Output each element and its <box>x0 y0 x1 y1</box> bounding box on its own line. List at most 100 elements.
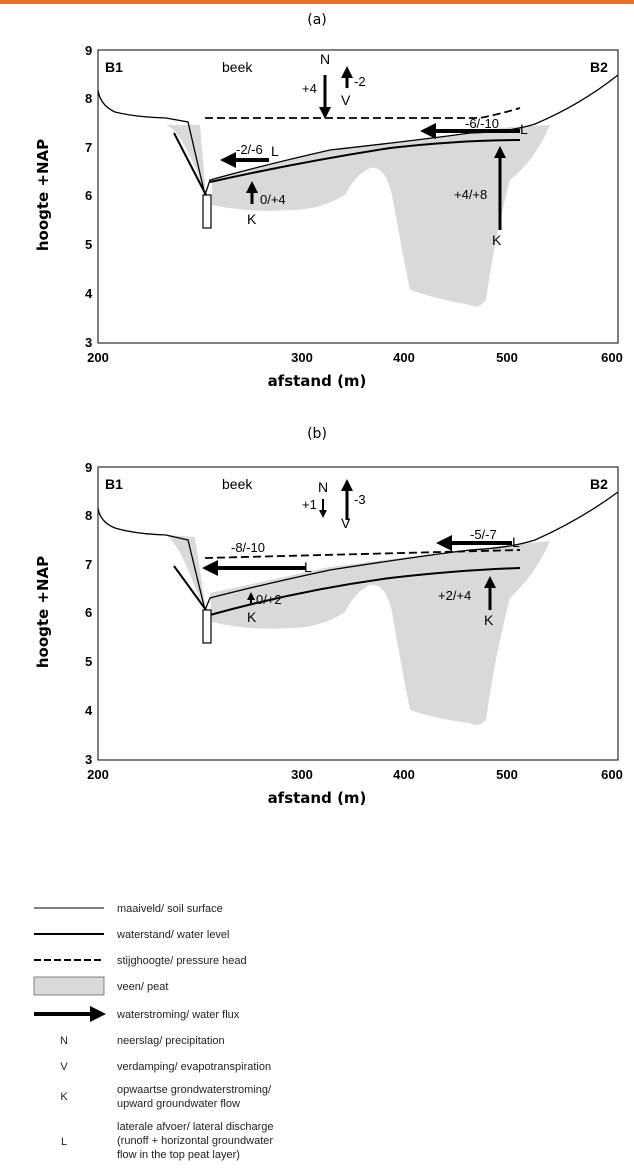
panel-a-xtick-600: 600 <box>601 350 623 365</box>
panel-b-soil-surface <box>97 491 619 613</box>
panel-a-xtick-300: 300 <box>291 350 313 365</box>
panel-b-l-right-letter: L <box>512 534 520 550</box>
panel-b-xtick-600: 600 <box>601 767 623 782</box>
panel-a-ytick-9: 9 <box>85 43 92 58</box>
panel-b-water-level <box>173 565 521 616</box>
panel-b-peat-main <box>210 541 550 725</box>
panel-a-ytick-3: 3 <box>85 335 92 350</box>
panel-b-ytick-5: 5 <box>85 654 92 669</box>
panel-b-n-letter: N <box>318 479 328 495</box>
legend-text-water-level: waterstand/ water level <box>116 929 230 941</box>
panel-a-k-right-letter: K <box>492 232 502 248</box>
panel-b-l-left-letter: L <box>304 559 312 575</box>
panel-a-ytick-4: 4 <box>85 286 93 301</box>
panel-b-x-axis-label: afstand (m) <box>268 789 367 807</box>
panel-a-peat-main <box>212 125 550 307</box>
panel-b-ytick-4: 4 <box>85 703 93 718</box>
legend-text-precipitation: neerslag/ precipitation <box>117 1035 225 1047</box>
panel-a-l-right-value: -6/-10 <box>465 116 499 131</box>
panel-b-label: (b) <box>307 426 327 442</box>
panel-a-label: (a) <box>307 12 327 28</box>
panel-a-ytick-7: 7 <box>85 140 92 155</box>
panel-b-k-left-letter: K <box>247 609 257 625</box>
panel-a-well-pipe <box>202 194 212 229</box>
panel-b-l-left-value: -8/-10 <box>231 540 265 555</box>
panel-a-ytick-8: 8 <box>85 91 92 106</box>
panel-a-x-axis-label: afstand (m) <box>268 372 367 390</box>
panel-b-y-ticks: 9 8 7 6 5 4 3 <box>85 460 93 767</box>
panel-a-ytick-5: 5 <box>85 237 92 252</box>
panel-b-xtick-200: 200 <box>87 767 109 782</box>
legend-text-soil-surface: maaiveld/ soil surface <box>117 903 223 915</box>
panel-b-ytick-6: 6 <box>85 605 92 620</box>
panel-a-xtick-500: 500 <box>496 350 518 365</box>
panel-a-n-letter: N <box>320 51 330 67</box>
panel-b: B1 B2 beek N +1 -3 V -5/-7 L -8/-10 L 0/… <box>34 460 623 807</box>
panel-a-xtick-400: 400 <box>393 350 415 365</box>
legend-text-water-flux: waterstroming/ water flux <box>116 1009 240 1021</box>
panel-a-xtick-200: 200 <box>87 350 109 365</box>
legend: maaiveld/ soil surface waterstand/ water… <box>33 903 274 1161</box>
panel-b-xtick-500: 500 <box>496 767 518 782</box>
panel-a-x-ticks: 200 300 400 500 600 <box>87 350 623 365</box>
panel-a: B1 B2 beek N +4 -2 V -6/-10 L -2/-6 L 0/… <box>34 43 623 390</box>
panel-a-pressure-head <box>205 107 521 119</box>
panel-a-v-letter: V <box>341 92 351 108</box>
panel-b-v-value: -3 <box>354 492 366 507</box>
panel-b-l-right-value: -5/-7 <box>470 527 497 542</box>
panel-a-l-left-letter: L <box>271 143 279 159</box>
legend-text-lateral-3: flow in the top peat layer) <box>117 1149 240 1161</box>
panel-b-well-pipe <box>202 609 212 644</box>
legend-text-peat: veen/ peat <box>117 981 168 993</box>
panel-a-plot-frame <box>97 49 619 344</box>
legend-symbol-k: K <box>60 1091 68 1103</box>
panel-a-peat-left <box>166 125 206 195</box>
panel-a-v-value: -2 <box>354 74 366 89</box>
legend-text-lateral-1: laterale afvoer/ lateral discharge <box>117 1121 274 1133</box>
panel-b-ytick-8: 8 <box>85 508 92 523</box>
panel-a-l-right-letter: L <box>520 121 528 137</box>
panel-b-ytick-3: 3 <box>85 752 92 767</box>
panel-b-xtick-300: 300 <box>291 767 313 782</box>
legend-symbol-v: V <box>60 1061 68 1073</box>
panel-b-x-ticks: 200 300 400 500 600 <box>87 767 623 782</box>
panel-b-b1-label: B1 <box>105 476 123 492</box>
panel-a-y-ticks: 9 8 7 6 5 4 3 <box>85 43 93 350</box>
panel-b-k-right-value: +2/+4 <box>438 588 471 603</box>
panel-b-peat-left <box>166 535 206 610</box>
panel-b-xtick-400: 400 <box>393 767 415 782</box>
panel-b-n-value: +1 <box>302 497 317 512</box>
panel-b-plot-frame <box>97 466 619 761</box>
panel-b-b2-label: B2 <box>590 476 608 492</box>
panel-a-l-left-value: -2/-6 <box>236 142 263 157</box>
panel-a-water-level <box>173 132 521 196</box>
panel-a-stream-label: beek <box>222 59 253 75</box>
panel-b-stream-label: beek <box>222 476 253 492</box>
legend-text-evapotranspiration: verdamping/ evapotranspiration <box>117 1061 271 1073</box>
legend-symbol-n: N <box>60 1035 68 1047</box>
panel-b-v-letter: V <box>341 515 351 531</box>
legend-text-pressure-head: stijghoogte/ pressure head <box>117 955 247 967</box>
accent-bar <box>0 0 634 4</box>
panel-a-b2-label: B2 <box>590 59 608 75</box>
panel-a-ytick-6: 6 <box>85 188 92 203</box>
legend-text-lateral-2: (runoff + horizontal groundwater <box>117 1135 273 1147</box>
panel-a-k-left-value: 0/+4 <box>260 192 286 207</box>
panel-a-soil-surface <box>97 74 619 198</box>
panel-b-ytick-7: 7 <box>85 557 92 572</box>
panel-b-ytick-9: 9 <box>85 460 92 475</box>
legend-symbol-peat <box>33 976 105 996</box>
panel-a-n-value: +4 <box>302 81 317 96</box>
legend-symbol-l: L <box>61 1136 67 1148</box>
panel-b-pressure-head <box>204 549 521 559</box>
panel-b-k-right-letter: K <box>484 612 494 628</box>
panel-b-k-left-value: 0/+2 <box>256 592 282 607</box>
panel-a-k-right-value: +4/+8 <box>454 187 487 202</box>
panel-b-y-axis-label: hoogte +NAP <box>34 556 52 668</box>
panel-a-b1-label: B1 <box>105 59 123 75</box>
panel-a-y-axis-label: hoogte +NAP <box>34 139 52 251</box>
legend-text-upward-flow-1: opwaartse grondwaterstroming/ <box>117 1084 272 1096</box>
panel-a-k-left-letter: K <box>247 211 257 227</box>
legend-text-upward-flow-2: upward groundwater flow <box>117 1098 240 1110</box>
